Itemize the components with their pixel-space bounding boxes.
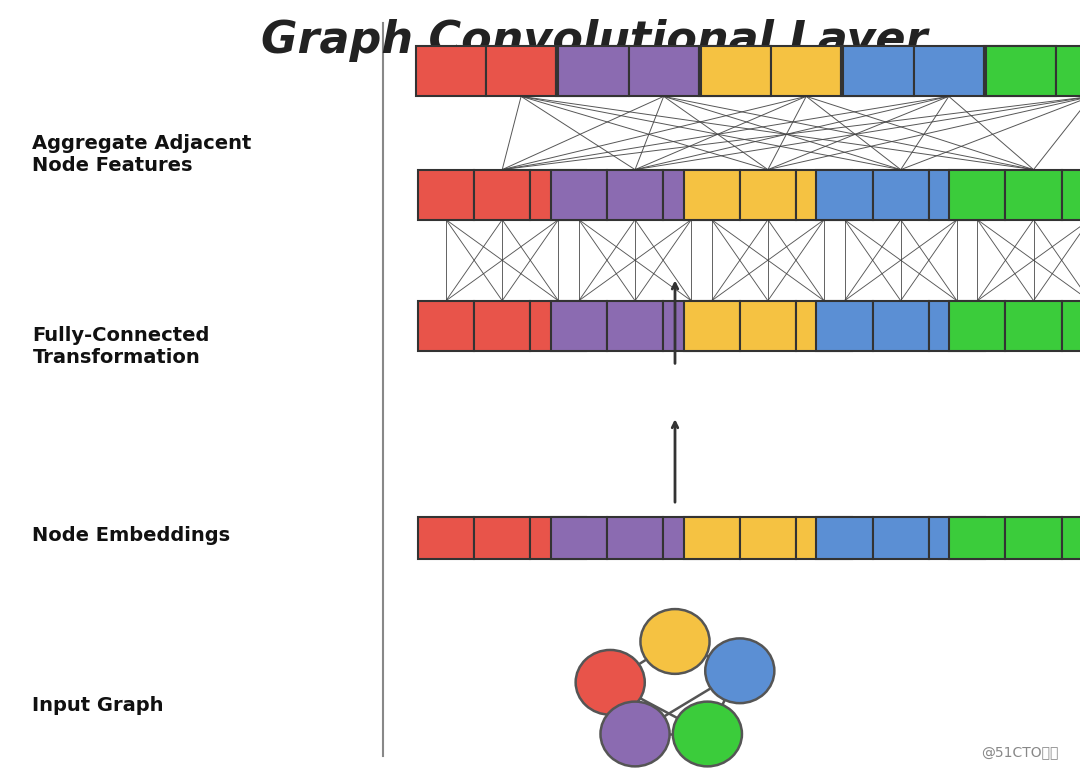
Bar [914,46,984,96]
Bar [771,46,841,96]
Bar [684,170,740,220]
Text: Aggregate Adjacent
Node Features: Aggregate Adjacent Node Features [32,133,252,175]
Bar [796,170,852,220]
Bar [796,517,852,559]
Ellipse shape [705,638,774,703]
Text: Input Graph: Input Graph [32,696,164,715]
Bar [843,46,914,96]
Bar [986,46,1056,96]
Bar [474,301,530,351]
Bar [607,301,663,351]
Bar [530,301,586,351]
Text: Fully-Connected
Transformation: Fully-Connected Transformation [32,326,210,368]
Bar [796,301,852,351]
Bar [873,170,929,220]
Bar [684,301,740,351]
Bar [663,517,719,559]
Bar [740,517,796,559]
Bar [418,170,474,220]
Bar [1062,517,1080,559]
Bar [474,517,530,559]
Ellipse shape [673,702,742,766]
Bar [1062,301,1080,351]
Bar [551,517,607,559]
Bar [486,46,556,96]
Bar [740,170,796,220]
Bar [418,301,474,351]
Bar [816,517,873,559]
Ellipse shape [576,650,645,715]
Bar [558,46,629,96]
Ellipse shape [600,702,670,766]
Bar [551,170,607,220]
Bar [607,170,663,220]
Bar [416,46,486,96]
Bar [929,170,985,220]
Bar [663,301,719,351]
Bar [1005,517,1062,559]
Bar [530,517,586,559]
Bar [873,301,929,351]
Bar [949,301,1005,351]
Bar [929,301,985,351]
Bar [699,46,769,96]
Bar [629,46,699,96]
Bar [841,46,912,96]
Text: @51CTO博客: @51CTO博客 [981,746,1058,759]
Bar [1062,170,1080,220]
Bar [1005,301,1062,351]
Bar [984,46,1054,96]
Bar [873,517,929,559]
Bar [1005,170,1062,220]
Bar [701,46,771,96]
Bar [949,517,1005,559]
Text: Node Embeddings: Node Embeddings [32,527,230,545]
Ellipse shape [640,609,710,674]
Bar [684,517,740,559]
Text: Graph Convolutional Layer: Graph Convolutional Layer [260,19,928,62]
Bar [1056,46,1080,96]
Bar [551,301,607,351]
Bar [816,170,873,220]
Bar [607,517,663,559]
Bar [556,46,626,96]
Bar [418,517,474,559]
Bar [474,170,530,220]
Bar [530,170,586,220]
Bar [929,517,985,559]
Bar [663,170,719,220]
Bar [949,170,1005,220]
Bar [816,301,873,351]
Bar [740,301,796,351]
